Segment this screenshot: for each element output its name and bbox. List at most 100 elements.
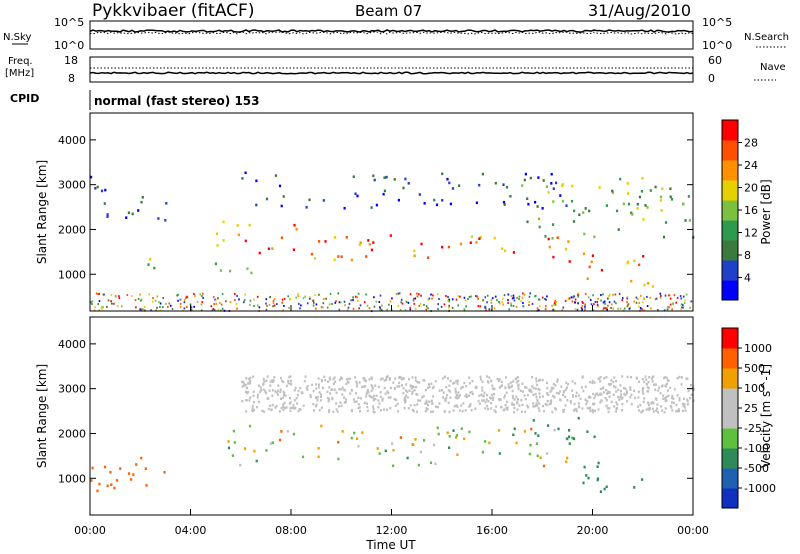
power-cell	[574, 308, 577, 311]
velocity-cell	[297, 389, 300, 393]
velocity-cell	[372, 397, 375, 400]
velocity-cell	[652, 410, 655, 413]
power-cell	[283, 297, 286, 300]
velocity-cell	[550, 386, 553, 389]
velocity-cell	[517, 385, 520, 388]
velocity-cell	[392, 464, 395, 468]
velocity-cell	[532, 402, 535, 405]
velocity-cell	[597, 461, 600, 465]
power-cell	[437, 308, 439, 311]
velocity-cell	[667, 394, 670, 397]
velocity-cell	[271, 403, 274, 407]
velocity-cell	[248, 377, 251, 381]
power-cell	[199, 293, 201, 296]
velocity-cell	[460, 404, 463, 407]
velocity-cell	[623, 392, 626, 396]
freq-label-2: [MHz]	[5, 68, 34, 79]
velocity-cell	[665, 399, 668, 402]
velocity-cell	[637, 405, 639, 408]
velocity-cell	[443, 410, 446, 413]
power-cell	[636, 202, 639, 206]
velocity-cell	[302, 404, 305, 407]
velocity-cell	[591, 408, 594, 412]
velocity-cell	[681, 409, 684, 413]
velocity-cell	[517, 387, 520, 391]
power-cell	[214, 262, 217, 266]
velocity-cell	[614, 386, 617, 389]
velocity-cell	[403, 406, 406, 410]
power-cell	[536, 205, 539, 208]
velocity-cell	[504, 403, 507, 407]
power-cell	[437, 303, 439, 306]
velocity-cell	[524, 410, 527, 414]
power-cell	[529, 176, 532, 180]
velocity-cell	[571, 389, 574, 392]
velocity-cell	[402, 387, 405, 390]
power-cell	[618, 292, 621, 295]
power-cell	[640, 190, 643, 193]
velocity-cell	[641, 478, 644, 481]
power-cell	[413, 254, 416, 258]
power-cell	[409, 293, 412, 296]
velocity-cell	[315, 405, 317, 408]
power-cell	[266, 304, 268, 307]
velocity-cell	[340, 376, 342, 379]
power-cell	[488, 308, 491, 311]
velocity-cell	[515, 441, 518, 445]
velocity-cell	[665, 395, 668, 399]
velocity-cell	[317, 386, 320, 389]
velocity-cell	[241, 385, 244, 388]
velocity-cell	[468, 430, 471, 434]
freq-tick-bottom: 8	[68, 72, 75, 85]
power-cell	[407, 182, 410, 185]
power-cell	[626, 296, 629, 299]
velocity-cell	[452, 382, 455, 385]
power-cell	[331, 303, 333, 305]
velocity-cell	[268, 389, 271, 392]
power-cell	[626, 192, 630, 195]
power-cell	[221, 307, 224, 310]
velocity-cell	[550, 389, 553, 392]
nsearch-line	[89, 31, 694, 35]
velocity-cell	[320, 424, 323, 428]
power-cell	[189, 303, 192, 306]
velocity-cell	[642, 392, 645, 395]
velocity-cell	[572, 437, 576, 441]
velocity-cell	[380, 378, 382, 381]
velocity-cell	[689, 397, 692, 400]
velocity-cell	[575, 407, 578, 411]
power-cell	[440, 305, 443, 308]
velocity-cell	[513, 411, 516, 414]
power-cell	[280, 204, 283, 208]
power-cell	[318, 293, 320, 296]
power-cell	[314, 293, 316, 296]
velocity-cell	[488, 376, 491, 379]
power-cell	[451, 306, 454, 309]
power-cell	[622, 297, 624, 299]
velocity-cell	[512, 396, 515, 400]
velocity-cell	[511, 389, 514, 393]
velocity-cell	[289, 406, 292, 410]
velocity-cell	[589, 381, 591, 384]
velocity-cell	[341, 377, 344, 380]
colorbar-segment	[722, 260, 738, 281]
colorbar-segment	[722, 328, 738, 349]
velocity-cell	[599, 401, 602, 404]
velocity-cell	[573, 402, 576, 406]
velocity-cell	[599, 392, 602, 395]
power-cell	[458, 184, 461, 187]
power-cell	[366, 304, 369, 307]
velocity-cell	[374, 384, 377, 387]
velocity-cell	[596, 477, 600, 480]
power-cell	[423, 304, 425, 306]
velocity-cell	[289, 375, 292, 378]
power-cell	[212, 308, 215, 310]
velocity-cell	[445, 385, 448, 389]
velocity-cell	[425, 388, 427, 392]
power-cell	[271, 247, 274, 250]
power-cell	[608, 295, 610, 297]
freq-label-1: Freq.	[8, 56, 33, 67]
velocity-cell	[519, 389, 522, 392]
velocity-cell	[460, 427, 463, 430]
power-cell	[538, 309, 540, 312]
